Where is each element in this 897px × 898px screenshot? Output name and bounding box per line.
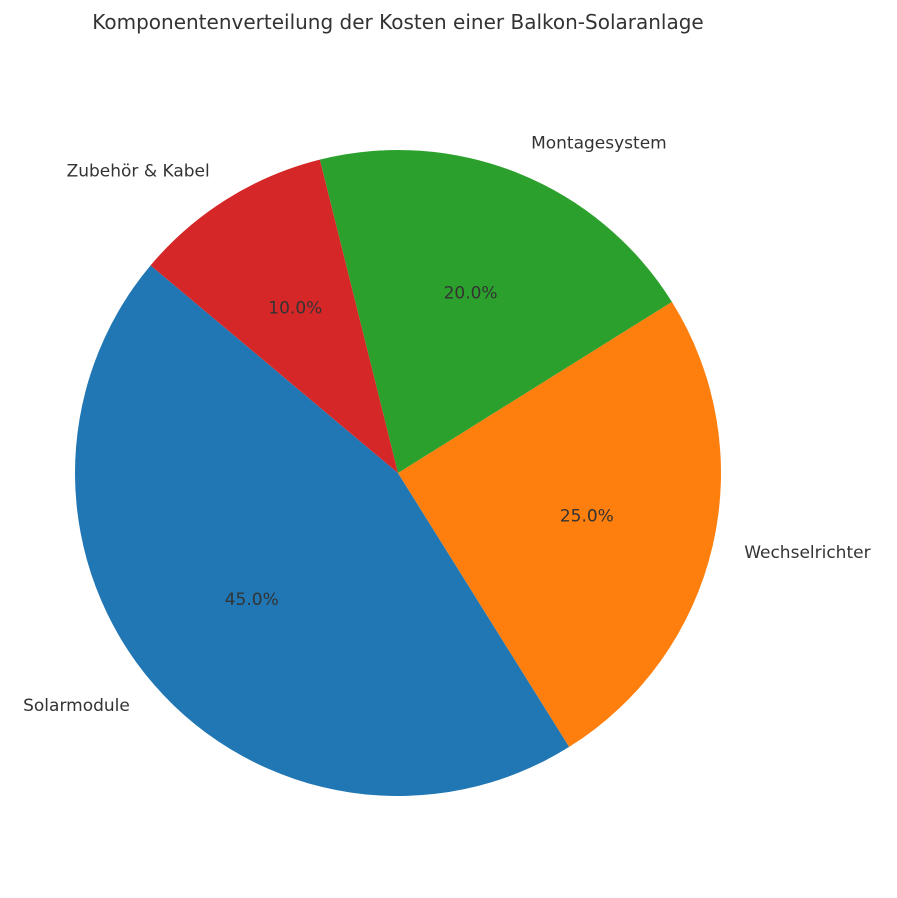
pie-slice-1 [74,265,570,797]
slice-category-label: Wechselrichter [744,543,870,563]
pie-slices [74,150,722,797]
slice-category-label: Zubehör & Kabel [67,162,210,182]
slice-category-label: Montagesystem [531,134,667,154]
pie-slice-3 [319,150,672,473]
slice-percent-label: 25.0% [560,507,614,527]
slice-percent-label: 20.0% [444,283,498,303]
pie-labels: Solarmodule 45.0% Wechselrichter 25.0% Monta… [23,134,870,717]
pie-slice-2 [398,301,722,747]
slice-percent-label: 45.0% [225,590,279,610]
chart-title: Komponentenverteilung der Kosten einer B… [92,10,703,34]
pie-slice-4 [150,159,398,473]
slice-percent-label: 10.0% [268,299,322,319]
slice-category-label: Solarmodule [23,696,130,716]
